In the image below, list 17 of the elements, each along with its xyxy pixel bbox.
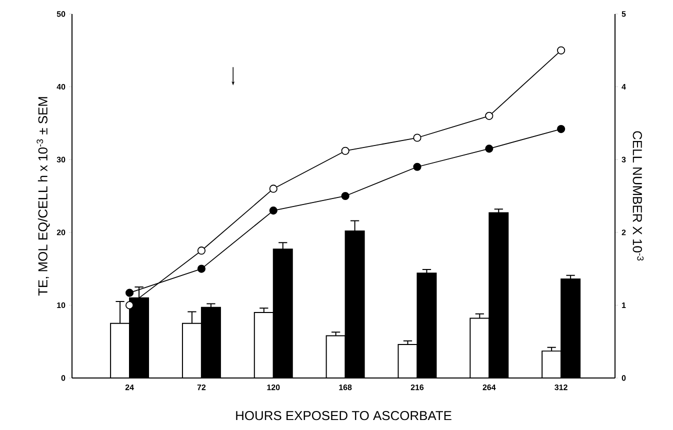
point: [413, 162, 422, 171]
point: [557, 124, 566, 134]
point: [485, 112, 494, 120]
point: [197, 246, 206, 255]
point: [125, 288, 134, 297]
point: [269, 206, 278, 215]
point: [269, 184, 278, 193]
x-axis-title: HOURS EXPOSED TO ASCORBATE: [236, 411, 452, 420]
point: [557, 46, 566, 54]
point: [341, 192, 350, 200]
point: [485, 144, 494, 153]
y2-axis-title: CELL NUMBER X 10$^{-3}$: [632, 131, 644, 261]
point: [197, 264, 206, 273]
point: [125, 301, 134, 310]
y-axis-title: TE, MOL EQ/CELL h x 10$^{-3}$ ± SEM: [36, 97, 50, 296]
point: [413, 134, 422, 142]
point: [341, 146, 350, 155]
